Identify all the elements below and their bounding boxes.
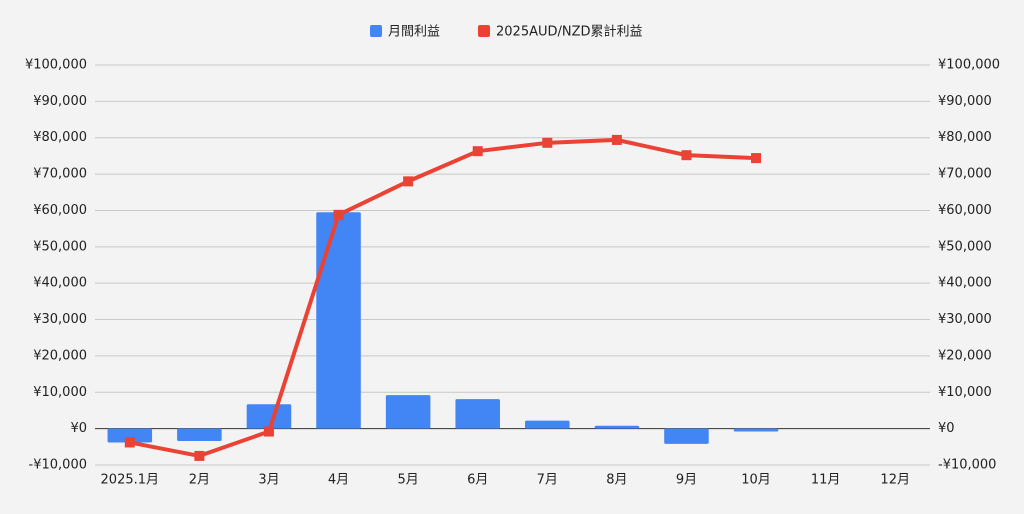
x-tick-label: 3月 [258, 473, 279, 488]
bar [525, 420, 570, 429]
bar [316, 212, 361, 429]
y-tick-label: ¥40,000 [33, 276, 87, 291]
line-marker [124, 437, 135, 448]
y-tick-label: ¥90,000 [33, 94, 87, 109]
line-marker [542, 137, 553, 148]
line-marker [403, 176, 414, 187]
y2-tick-label: ¥10,000 [938, 385, 992, 400]
y2-tick-label: ¥90,000 [938, 94, 992, 109]
bar [246, 404, 292, 429]
line-marker [472, 146, 483, 157]
y2-tick-label: ¥50,000 [938, 239, 992, 254]
line-marker [611, 134, 622, 145]
x-tick-label: 8月 [606, 473, 627, 488]
line-marker [751, 153, 762, 164]
bar [594, 425, 640, 429]
legend-swatch [478, 25, 490, 37]
line-marker [194, 450, 205, 461]
bar [385, 395, 431, 429]
x-tick-label: 10月 [741, 473, 771, 488]
y-tick-label: ¥80,000 [33, 130, 87, 145]
bar [733, 428, 779, 432]
bar [177, 428, 222, 441]
y-tick-label: ¥70,000 [33, 167, 87, 182]
line [129, 137, 757, 458]
x-tick-label: 9月 [676, 473, 697, 488]
y-tick-label: ¥50,000 [33, 239, 87, 254]
bar [455, 399, 500, 429]
x-tick-label: 11月 [811, 473, 841, 488]
y2-tick-label: ¥40,000 [938, 276, 992, 291]
bar [107, 428, 153, 443]
legend-label: 月間利益 [388, 25, 440, 40]
x-tick-label: 2月 [189, 473, 210, 488]
line-marker [681, 150, 692, 161]
x-tick-label: 7月 [537, 473, 558, 488]
y-tick-label: ¥20,000 [33, 348, 87, 363]
y-tick-label: ¥100,000 [25, 58, 87, 73]
y-tick-label: ¥30,000 [33, 312, 87, 327]
y2-tick-label: ¥20,000 [938, 348, 992, 363]
y2-tick-label: -¥10,000 [938, 458, 996, 473]
bar [664, 428, 709, 444]
y2-tick-label: ¥30,000 [938, 312, 992, 327]
y-tick-label: ¥60,000 [33, 203, 87, 218]
y-tick-label: -¥10,000 [29, 458, 87, 473]
y-tick-label: ¥10,000 [33, 385, 87, 400]
x-tick-label: 12月 [880, 473, 910, 488]
y2-tick-label: ¥0 [938, 421, 955, 436]
line-marker [263, 426, 274, 437]
y2-tick-label: ¥100,000 [938, 58, 1000, 73]
legend-label: 2025AUD/NZD累計利益 [496, 24, 643, 40]
x-tick-label: 2025.1月 [101, 473, 160, 488]
legend-swatch [370, 25, 382, 37]
x-tick-label: 6月 [467, 473, 488, 488]
x-tick-label: 5月 [397, 473, 418, 488]
x-tick-label: 4月 [328, 473, 349, 488]
y2-tick-label: ¥70,000 [938, 167, 992, 182]
y2-tick-label: ¥80,000 [938, 130, 992, 145]
y2-tick-label: ¥60,000 [938, 203, 992, 218]
line-marker [333, 209, 344, 220]
y-tick-label: ¥0 [70, 421, 87, 436]
